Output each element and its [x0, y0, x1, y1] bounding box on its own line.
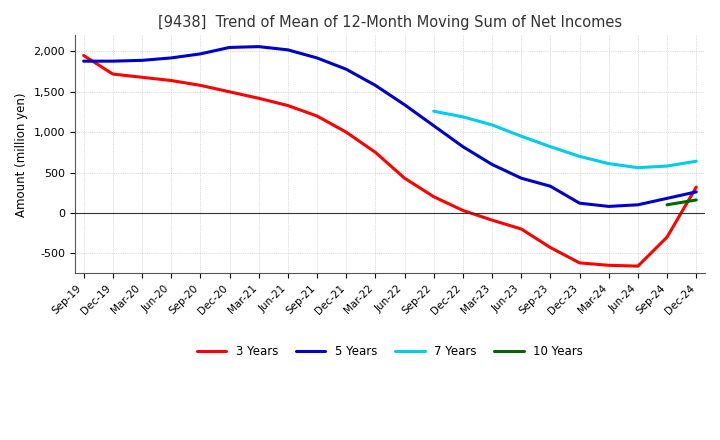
- 3 Years: [79, 53, 88, 58]
- 3 Years: [692, 184, 701, 190]
- 5 Years: [400, 102, 409, 107]
- 3 Years: [429, 194, 438, 199]
- 3 Years: [634, 264, 642, 269]
- 5 Years: [692, 189, 701, 194]
- 5 Years: [459, 144, 467, 149]
- 3 Years: [312, 114, 321, 119]
- 5 Years: [167, 55, 176, 61]
- 3 Years: [459, 208, 467, 213]
- 5 Years: [138, 58, 146, 63]
- 5 Years: [109, 59, 117, 64]
- 5 Years: [371, 83, 379, 88]
- 7 Years: [634, 165, 642, 170]
- Line: 3 Years: 3 Years: [84, 55, 696, 266]
- 7 Years: [487, 122, 496, 128]
- 7 Years: [546, 144, 554, 149]
- 3 Years: [517, 226, 526, 231]
- 5 Years: [196, 51, 204, 56]
- Title: [9438]  Trend of Mean of 12-Month Moving Sum of Net Incomes: [9438] Trend of Mean of 12-Month Moving …: [158, 15, 622, 30]
- 7 Years: [429, 109, 438, 114]
- 3 Years: [225, 89, 234, 95]
- 5 Years: [312, 55, 321, 61]
- 3 Years: [342, 129, 351, 135]
- 3 Years: [604, 263, 613, 268]
- 5 Years: [634, 202, 642, 207]
- 3 Years: [196, 83, 204, 88]
- 5 Years: [487, 162, 496, 167]
- 5 Years: [284, 47, 292, 52]
- 3 Years: [546, 245, 554, 250]
- 3 Years: [487, 217, 496, 223]
- 3 Years: [254, 95, 263, 101]
- 5 Years: [662, 196, 671, 201]
- 10 Years: [662, 202, 671, 207]
- 7 Years: [604, 161, 613, 166]
- 3 Years: [109, 71, 117, 77]
- 5 Years: [604, 204, 613, 209]
- Y-axis label: Amount (million yen): Amount (million yen): [15, 92, 28, 216]
- 5 Years: [575, 201, 584, 206]
- 5 Years: [546, 183, 554, 189]
- 7 Years: [575, 154, 584, 159]
- 7 Years: [692, 158, 701, 164]
- 7 Years: [517, 134, 526, 139]
- Legend: 3 Years, 5 Years, 7 Years, 10 Years: 3 Years, 5 Years, 7 Years, 10 Years: [192, 340, 588, 363]
- 3 Years: [662, 235, 671, 240]
- 5 Years: [254, 44, 263, 49]
- 3 Years: [284, 103, 292, 108]
- 3 Years: [575, 260, 584, 265]
- 7 Years: [459, 114, 467, 120]
- Line: 10 Years: 10 Years: [667, 200, 696, 205]
- 7 Years: [662, 163, 671, 169]
- 3 Years: [371, 150, 379, 155]
- 5 Years: [342, 66, 351, 72]
- 10 Years: [692, 197, 701, 202]
- 5 Years: [79, 59, 88, 64]
- 3 Years: [138, 75, 146, 80]
- 5 Years: [225, 45, 234, 50]
- Line: 5 Years: 5 Years: [84, 47, 696, 206]
- 3 Years: [400, 176, 409, 181]
- 3 Years: [167, 78, 176, 83]
- 5 Years: [517, 176, 526, 181]
- Line: 7 Years: 7 Years: [433, 111, 696, 168]
- 5 Years: [429, 123, 438, 128]
